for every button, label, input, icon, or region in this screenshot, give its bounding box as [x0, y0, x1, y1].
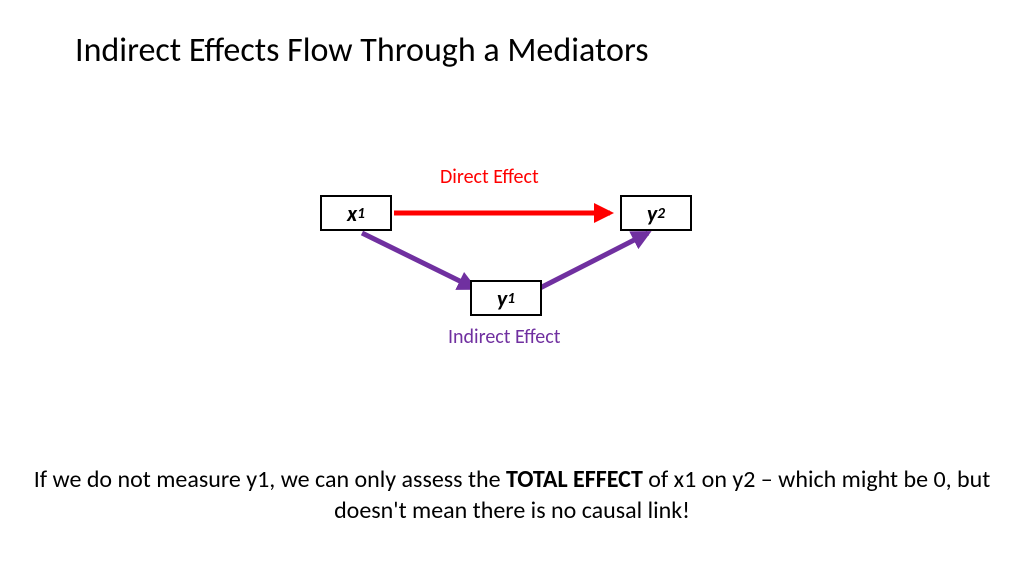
mediator-diagram: x1 y2 y1 Direct Effect Indirect Effect	[0, 160, 1024, 420]
node-y2-sub: 2	[657, 204, 665, 223]
caption-bold: TOTAL EFFECT	[506, 465, 643, 494]
node-y2: y2	[620, 195, 692, 231]
slide-caption: If we do not measure y1, we can only ass…	[0, 464, 1024, 526]
node-x1: x1	[320, 195, 392, 231]
node-x1-sub: 1	[357, 204, 365, 223]
caption-pre: If we do not measure y1, we can only ass…	[34, 465, 506, 494]
node-y1-var: y	[497, 285, 507, 312]
node-x1-var: x	[347, 200, 357, 227]
indirect-effect-label: Indirect Effect	[448, 325, 560, 349]
node-y2-var: y	[647, 200, 657, 227]
node-y1: y1	[470, 280, 542, 316]
slide-title: Indirect Effects Flow Through a Mediator…	[75, 30, 649, 71]
node-y1-sub: 1	[507, 289, 515, 308]
direct-effect-label: Direct Effect	[440, 165, 539, 189]
